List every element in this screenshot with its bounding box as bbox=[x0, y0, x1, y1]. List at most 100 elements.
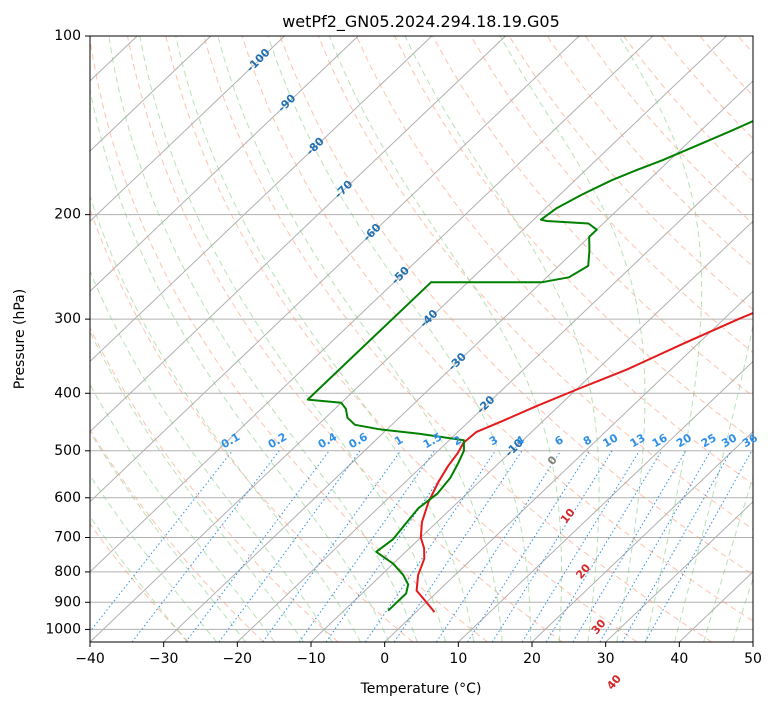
label-layer: -100-90-80-70-60-50-40-30-20-100.1 0.2 0.4… bbox=[219, 46, 760, 693]
dry-adiabat-line bbox=[394, 36, 753, 441]
dry-adiabat-line bbox=[203, 36, 712, 642]
dry-adiabat-line bbox=[470, 36, 753, 354]
isotherm-line bbox=[310, 220, 753, 642]
isotherm-line bbox=[90, 36, 654, 573]
y-tick-label: 100 bbox=[54, 28, 81, 44]
dry-adiabat-line bbox=[90, 326, 339, 642]
dry-adiabat-line bbox=[584, 36, 753, 225]
dry-adiabat-line bbox=[623, 36, 753, 182]
dry-adiabat-line bbox=[90, 37, 488, 642]
x-axis-title: Temperature (°C) bbox=[360, 681, 482, 697]
x-tick-label: 0 bbox=[380, 651, 389, 667]
x-tick-label: −30 bbox=[149, 651, 179, 667]
x-tick-label: 50 bbox=[744, 651, 762, 667]
moist-adiabat-line bbox=[404, 36, 600, 642]
mixing-ratio-label: 3 bbox=[487, 433, 500, 448]
isotherm-line bbox=[236, 150, 753, 642]
moist-adiabat-line bbox=[90, 515, 188, 642]
mixing-ratio-label: 25 bbox=[699, 431, 719, 450]
x-tick-label: 20 bbox=[523, 651, 541, 667]
dry-adiabat-line bbox=[699, 36, 753, 97]
moist-adiabat-line bbox=[732, 576, 753, 642]
y-tick-label: 600 bbox=[54, 490, 81, 506]
profile-layer bbox=[306, 120, 753, 613]
isotherm-line bbox=[605, 501, 753, 642]
mixing-ratio-label: 13 bbox=[628, 431, 648, 450]
isotherm-line bbox=[90, 36, 285, 222]
moist-adiabat-line bbox=[90, 383, 276, 642]
moist-adiabat-label: 0 bbox=[545, 453, 560, 467]
isotherm-label: -100 bbox=[244, 46, 273, 75]
moist-adiabat-line bbox=[328, 36, 563, 642]
axis-layer: −40 −30 −20 −10 0 10 20 30 40 5010020030040050060… bbox=[45, 28, 762, 667]
dry-adiabat-line bbox=[508, 36, 753, 311]
dry-adiabat-line bbox=[165, 36, 638, 642]
isotherm-line bbox=[90, 36, 727, 642]
y-tick-label: 300 bbox=[54, 311, 81, 327]
x-tick-label: −40 bbox=[75, 651, 105, 667]
mixing-ratio-line bbox=[262, 450, 402, 642]
isotherm-line bbox=[90, 36, 433, 363]
mixing-ratio-label: 0.2 bbox=[266, 430, 289, 451]
y-tick-label: 400 bbox=[54, 385, 81, 401]
moist-adiabat-line bbox=[90, 474, 217, 642]
moist-adiabat-line bbox=[90, 87, 390, 642]
dry-adiabat-line bbox=[127, 36, 563, 642]
mixing-ratio-line bbox=[621, 450, 732, 642]
dry-adiabat-line bbox=[317, 36, 753, 530]
mixing-ratio-line bbox=[393, 450, 523, 642]
dry-adiabat-line bbox=[90, 523, 190, 642]
moist-adiabat-label: 10 bbox=[558, 506, 578, 526]
mixing-ratio-label: 0.4 bbox=[316, 430, 340, 451]
moist-adiabat-line bbox=[703, 475, 753, 642]
dry-adiabat-line bbox=[661, 36, 753, 140]
mixing-ratio-label: 36 bbox=[740, 431, 760, 450]
mixing-ratio-line bbox=[491, 450, 613, 642]
x-tick-label: 30 bbox=[597, 651, 615, 667]
dry-adiabat-line bbox=[432, 36, 753, 397]
y-tick-label: 700 bbox=[54, 530, 81, 546]
mixing-ratio-line bbox=[90, 450, 233, 633]
mixing-ratio-line bbox=[131, 450, 280, 642]
moist-adiabat-line bbox=[267, 36, 532, 642]
mixing-ratio-line bbox=[364, 450, 496, 642]
isotherm-line bbox=[90, 36, 212, 152]
mixing-ratio-line bbox=[572, 450, 687, 642]
moist-adiabat-line bbox=[499, 36, 646, 642]
mixing-ratio-line bbox=[325, 450, 460, 642]
moist-adiabat-line bbox=[90, 269, 333, 642]
x-tick-label: −10 bbox=[296, 651, 326, 667]
x-tick-label: 40 bbox=[670, 651, 688, 667]
moist-adiabat-line bbox=[90, 430, 247, 642]
moist-adiabat-line bbox=[175, 36, 475, 642]
y-tick-label: 800 bbox=[54, 564, 81, 580]
mixing-ratio-line bbox=[644, 450, 753, 642]
moist-adiabat-line bbox=[90, 330, 304, 642]
moist-adiabat-label: 40 bbox=[604, 672, 624, 692]
dewpoint-profile-line bbox=[306, 120, 753, 612]
dry-adiabat-line bbox=[355, 36, 753, 485]
isotherm-line bbox=[457, 360, 753, 642]
mixing-ratio-line bbox=[298, 450, 435, 642]
y-axis-title: Pressure (hPa) bbox=[12, 289, 28, 389]
y-tick-label: 500 bbox=[54, 443, 81, 459]
mixing-ratio-line bbox=[436, 450, 562, 642]
x-tick-label: 10 bbox=[449, 651, 467, 667]
mixing-ratio-label: 8 bbox=[581, 433, 594, 448]
plot-frame bbox=[89, 35, 754, 643]
isotherm-line bbox=[163, 80, 753, 642]
isotherm-line bbox=[90, 36, 359, 292]
mixing-ratio-line bbox=[467, 450, 590, 642]
isotherm-line bbox=[0, 36, 63, 642]
moist-adiabat-line bbox=[674, 36, 753, 642]
moist-adiabat-line bbox=[618, 36, 703, 642]
grid-layer bbox=[0, 36, 753, 642]
moist-adiabat-label: 30 bbox=[589, 617, 609, 637]
isotherm-line bbox=[90, 36, 580, 503]
moist-adiabat-line bbox=[139, 36, 447, 642]
dry-adiabat-line bbox=[737, 36, 753, 54]
mixing-ratio-line bbox=[545, 450, 662, 642]
y-tick-label: 900 bbox=[54, 594, 81, 610]
y-tick-label: 200 bbox=[54, 207, 81, 223]
